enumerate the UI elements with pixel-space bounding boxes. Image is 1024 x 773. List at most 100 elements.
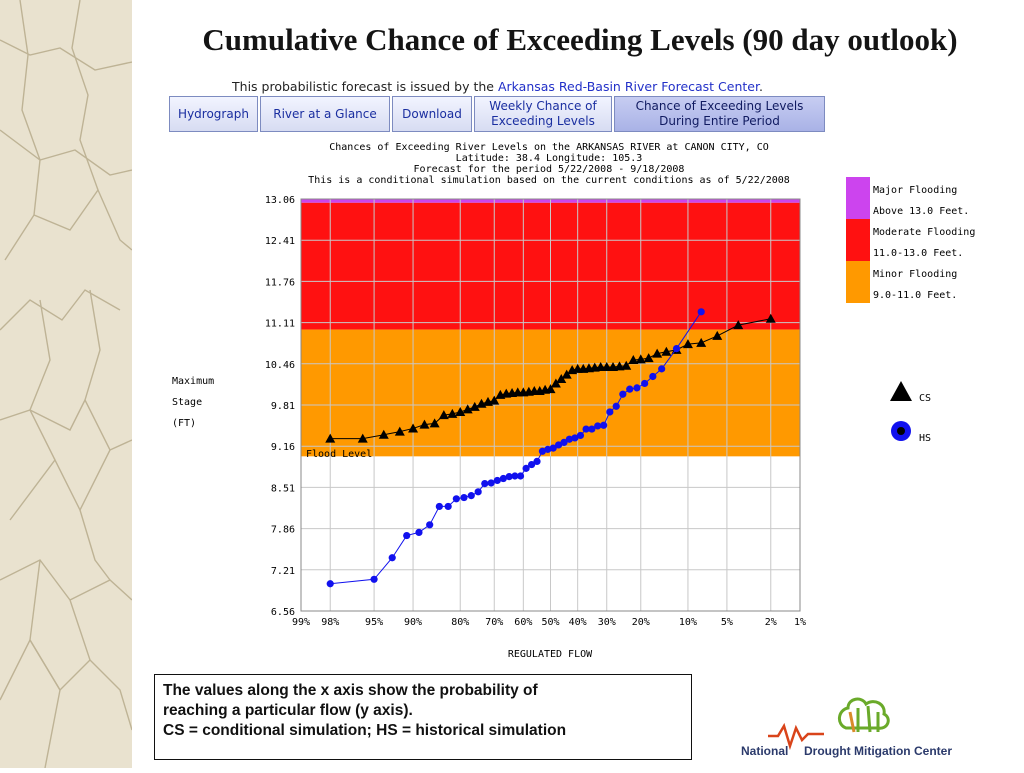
issued-suffix: .	[758, 79, 763, 94]
series-cs-point	[447, 408, 458, 418]
cracked-earth-pattern	[0, 0, 133, 769]
x-axis-label: REGULATED FLOW	[508, 649, 593, 660]
series-hs-point	[576, 431, 585, 440]
legend-hs-marker-center	[897, 427, 905, 435]
y-tick-label: 8.51	[271, 483, 295, 494]
series-hs-point	[444, 502, 452, 511]
series-hs-point	[649, 372, 657, 381]
series-cs-point	[325, 433, 336, 443]
series-hs-point	[612, 402, 620, 410]
logo-text-center: Drought Mitigation Center	[804, 744, 952, 758]
y-tick-label: 11.11	[265, 319, 295, 330]
series-hs-point	[560, 438, 568, 446]
series-hs-point	[452, 495, 460, 503]
series-hs-point	[565, 435, 574, 443]
series-cs-point	[419, 419, 430, 429]
series-cs-point	[643, 353, 654, 363]
series-hs-point	[403, 531, 411, 540]
series-hs-point	[641, 379, 649, 388]
legend-swatch-major-flooding	[846, 177, 870, 219]
series-hs-point	[549, 444, 557, 452]
x-tick-label: 40%	[569, 617, 587, 628]
caption-line-3: CS = conditional simulation; HS = histor…	[163, 722, 567, 739]
series-cs-point	[614, 361, 625, 371]
series-hs-point	[582, 425, 590, 433]
legend-series-name: HS	[919, 433, 931, 444]
series-cs-point	[357, 433, 368, 443]
series-hs-point	[697, 308, 705, 316]
series-cs-point	[429, 418, 440, 428]
tab-weekly-chance[interactable]: Weekly Chance of Exceeding Levels	[474, 96, 612, 132]
caption-line-2: reaching a particular flow (y axis).	[163, 702, 413, 719]
series-hs-point	[415, 528, 423, 537]
series-cs-point	[635, 354, 646, 364]
tab-river-at-a-glance[interactable]: River at a Glance	[260, 96, 390, 132]
tab-hydrograph[interactable]: Hydrograph	[169, 96, 258, 132]
series-cs-point	[733, 320, 744, 330]
y-tick-label: 11.76	[265, 277, 295, 288]
series-hs-point	[481, 479, 489, 488]
y-axis-label-line-1: Maximum	[172, 376, 214, 387]
tab-river-at-a-glance-label: River at a Glance	[273, 106, 377, 121]
legend-band-name: Major Flooding	[873, 185, 957, 196]
x-tick-label: 80%	[451, 617, 469, 628]
series-hs-point	[493, 476, 501, 485]
chart-header-line-3: Forecast for the period 5/22/2008 - 9/18…	[414, 164, 685, 175]
legend-band-range: Above 13.0 Feet.	[873, 206, 969, 217]
series-hs-point	[511, 472, 519, 480]
tab-chance-exceeding-line1: Chance of Exceeding Levels	[635, 99, 804, 113]
series-hs-point	[571, 434, 579, 442]
series-hs-point	[554, 441, 563, 449]
slide-title: Cumulative Chance of Exceeding Levels (9…	[202, 22, 958, 57]
legend-swatch-moderate-flooding	[846, 219, 870, 261]
series-hs-point	[370, 575, 378, 583]
series-cs-point	[469, 401, 480, 411]
x-tick-label: 1%	[794, 617, 806, 628]
tab-weekly-chance-line1: Weekly Chance of	[489, 99, 597, 113]
x-tick-labels: 99% 98% 95% 90% 80% 70% 60% 50% 40% 30% 20% 10% 5% 2%…	[292, 617, 806, 628]
series-hs-point	[516, 472, 525, 480]
series-cs-point	[682, 339, 693, 349]
series-hs-point	[594, 422, 602, 430]
x-tick-label: 2%	[765, 617, 777, 628]
tab-download[interactable]: Download	[392, 96, 472, 132]
series-cs-point	[455, 406, 466, 416]
series-hs-point	[544, 445, 552, 453]
legend-band-name: Moderate Flooding	[873, 227, 975, 238]
series-cs-point	[661, 346, 672, 356]
series-cs-point	[621, 360, 632, 370]
chart-header-line-1: Chances of Exceeding River Levels on the…	[329, 142, 769, 153]
series-hs-point	[474, 488, 482, 496]
tab-download-label: Download	[402, 106, 462, 121]
x-tick-label: 20%	[632, 617, 650, 628]
series-hs-point	[460, 493, 468, 502]
series-hs-point	[435, 502, 443, 511]
series-hs-point	[606, 408, 614, 416]
explanation-caption: The values along the x axis show the pro…	[154, 674, 692, 760]
series-cs-point	[556, 374, 567, 384]
series-cs-point	[696, 337, 707, 347]
legend-cs-marker-icon	[890, 381, 912, 401]
series-cs-point	[628, 354, 639, 364]
logo-text-national: National	[741, 744, 788, 758]
series-hs-point	[619, 390, 627, 398]
y-axis-label-line-3: (FT)	[172, 418, 196, 429]
issued-prefix: This probabilistic forecast is issued by…	[232, 79, 498, 94]
tab-hydrograph-label: Hydrograph	[178, 106, 249, 121]
abrfc-link[interactable]: Arkansas Red-Basin River Forecast Center	[497, 79, 759, 94]
x-tick-label: 95%	[365, 617, 383, 628]
legend-band-name: Minor Flooding	[873, 269, 957, 280]
x-tick-label: 70%	[485, 617, 503, 628]
legend-band-range: 11.0-13.0 Feet.	[873, 248, 963, 259]
series-cs-point	[438, 410, 449, 420]
series-cs-point	[601, 361, 612, 371]
cracked-earth-border	[0, 0, 133, 769]
series-hs-point	[527, 460, 536, 469]
series-hs-point	[499, 474, 507, 483]
tab-chance-exceeding-entire-period[interactable]: Chance of Exceeding Levels During Entire …	[614, 96, 825, 132]
flood-level-label: Flood Level	[306, 449, 372, 460]
y-tick-label: 7.86	[271, 525, 295, 536]
y-tick-label: 6.56	[271, 607, 295, 618]
legend-series-name: CS	[919, 393, 931, 404]
